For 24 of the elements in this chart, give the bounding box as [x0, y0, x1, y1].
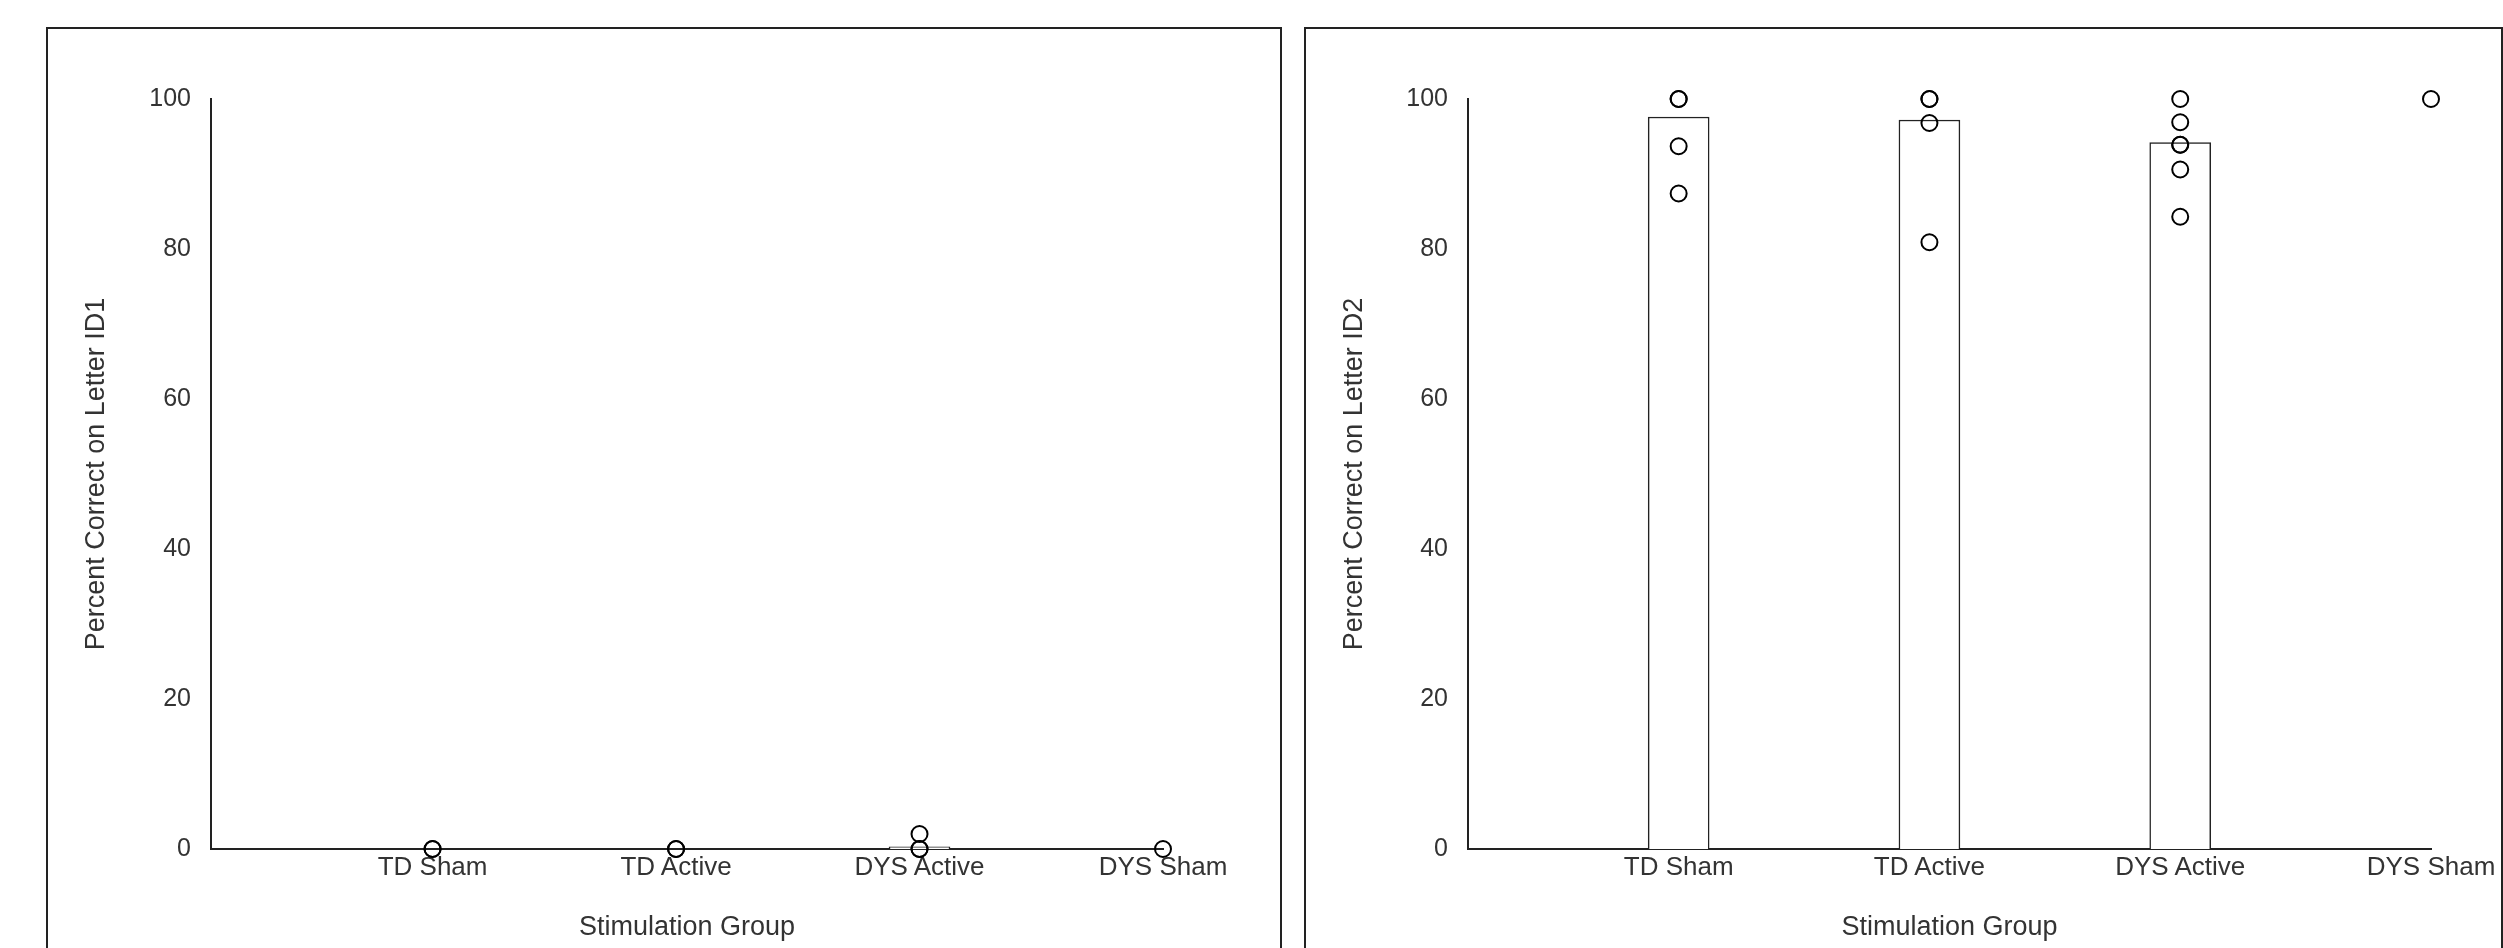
y-axis-title: Percent Correct on Letter ID2: [1337, 297, 1368, 651]
x-axis-title: Stimulation Group: [1841, 911, 2058, 942]
y-tick-label: 20: [163, 682, 191, 711]
y-tick-label: 40: [163, 532, 191, 561]
y-axis-title: Percent Correct on Letter ID1: [79, 297, 110, 651]
x-tick-label: TD Active: [620, 850, 732, 881]
y-tick-label: 60: [163, 382, 191, 411]
y-tick-label: 20: [1420, 682, 1448, 711]
y-tick-label: 40: [1420, 532, 1448, 561]
x-tick-label: DYS Active: [854, 850, 985, 881]
y-tick-label: 100: [1406, 82, 1448, 111]
x-axis-title: Stimulation Group: [578, 911, 796, 942]
x-tick-label: TD Sham: [377, 850, 488, 881]
y-tick-label: 80: [1420, 232, 1448, 261]
y-tick-label: 80: [163, 232, 191, 261]
x-tick-label: DYS Sham: [2366, 850, 2496, 881]
x-tick-label: DYS Sham: [1098, 850, 1228, 881]
y-tick-label: 0: [1434, 832, 1448, 861]
y-tick-label: 100: [149, 82, 191, 111]
x-tick-label: TD Sham: [1623, 850, 1734, 881]
y-tick-label: 0: [177, 832, 191, 861]
x-tick-label: TD Active: [1873, 850, 1986, 881]
y-tick-label: 60: [1420, 382, 1448, 411]
x-tick-label: DYS Active: [2115, 850, 2246, 881]
